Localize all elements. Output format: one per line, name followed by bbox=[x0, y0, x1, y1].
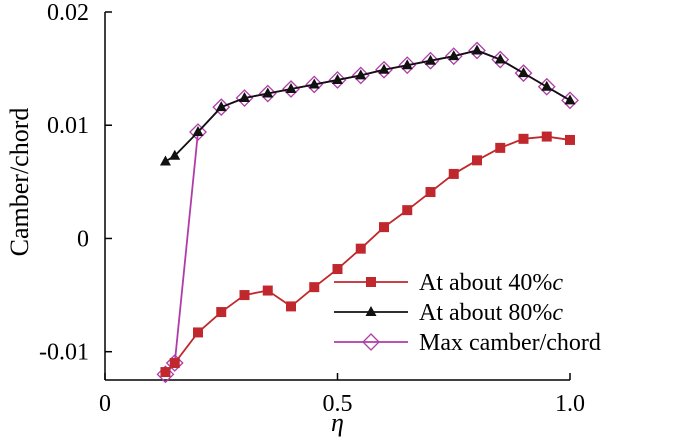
data-point bbox=[239, 92, 250, 103]
legend-label-italic: c bbox=[552, 270, 563, 296]
data-point bbox=[448, 168, 459, 179]
data-point bbox=[379, 222, 389, 233]
legend-marker bbox=[365, 306, 377, 316]
x-axis-title: η bbox=[331, 408, 344, 437]
data-point bbox=[444, 47, 463, 66]
y-tick-label: 0 bbox=[77, 226, 89, 252]
y-tick-label: -0.01 bbox=[39, 340, 89, 366]
x-tick-label: 0.5 bbox=[323, 391, 353, 417]
data-point bbox=[355, 69, 367, 80]
data-point bbox=[401, 59, 413, 70]
data-point bbox=[495, 142, 506, 153]
data-point bbox=[332, 73, 343, 84]
x-tick-label: 0 bbox=[99, 391, 111, 417]
data-point bbox=[165, 354, 184, 372]
y-tick-label: 0.02 bbox=[47, 0, 89, 26]
data-point bbox=[421, 51, 440, 70]
legend-marker bbox=[366, 277, 376, 287]
data-point bbox=[402, 205, 413, 216]
legend-label: Max camber/chord bbox=[419, 330, 601, 356]
data-point bbox=[169, 149, 181, 160]
data-point bbox=[328, 71, 347, 89]
data-point bbox=[235, 89, 254, 107]
data-point bbox=[494, 53, 506, 64]
data-point bbox=[448, 50, 460, 61]
data-point bbox=[216, 307, 227, 318]
data-point bbox=[189, 123, 207, 141]
data-point bbox=[425, 54, 436, 65]
data-point bbox=[160, 367, 171, 378]
data-point bbox=[378, 63, 390, 74]
y-tick-label: 0.01 bbox=[47, 113, 89, 139]
data-point bbox=[239, 290, 250, 301]
data-point bbox=[308, 78, 320, 89]
data-point bbox=[351, 66, 370, 85]
data-point bbox=[332, 264, 343, 275]
legend-label-text: At about 80% bbox=[419, 300, 552, 326]
data-point bbox=[518, 67, 529, 78]
data-point bbox=[518, 133, 529, 144]
data-point bbox=[471, 44, 483, 55]
legend-label-text: At about 40% bbox=[419, 270, 552, 296]
data-point bbox=[285, 82, 297, 93]
data-point bbox=[565, 134, 575, 145]
data-point bbox=[215, 101, 227, 112]
data-point bbox=[156, 365, 175, 384]
data-point bbox=[425, 187, 436, 198]
y-axis-title: Camber/chord bbox=[5, 108, 34, 257]
data-point bbox=[468, 41, 486, 60]
data-point bbox=[375, 60, 393, 79]
legend-label-text: Max camber/chord bbox=[419, 330, 601, 356]
data-point bbox=[262, 285, 273, 296]
data-point bbox=[355, 243, 366, 254]
data-point bbox=[193, 327, 203, 338]
data-point bbox=[398, 56, 417, 75]
data-point bbox=[282, 80, 300, 98]
data-point bbox=[258, 84, 277, 103]
data-point bbox=[262, 87, 274, 98]
legend-label-italic: c bbox=[552, 300, 563, 326]
legend-label: At about 80%c bbox=[419, 300, 563, 326]
axes: 0 0.5 1.0 -0.01 0 0.01 0.02 η Camber/chord bbox=[5, 0, 585, 437]
series-1 bbox=[159, 44, 576, 166]
data-point bbox=[564, 94, 576, 105]
data-point bbox=[169, 358, 180, 369]
data-point bbox=[286, 301, 296, 312]
data-point bbox=[541, 80, 553, 91]
data-point bbox=[159, 155, 171, 166]
legend-marker bbox=[362, 333, 380, 351]
series-0 bbox=[160, 131, 575, 378]
series-layer bbox=[156, 41, 579, 384]
x-tick-label: 1.0 bbox=[555, 391, 585, 417]
data-point bbox=[541, 131, 552, 142]
data-point bbox=[472, 155, 482, 166]
legend-label: At about 40%c bbox=[419, 270, 563, 296]
data-point bbox=[309, 282, 320, 293]
data-point bbox=[192, 126, 204, 137]
data-point bbox=[305, 75, 324, 94]
